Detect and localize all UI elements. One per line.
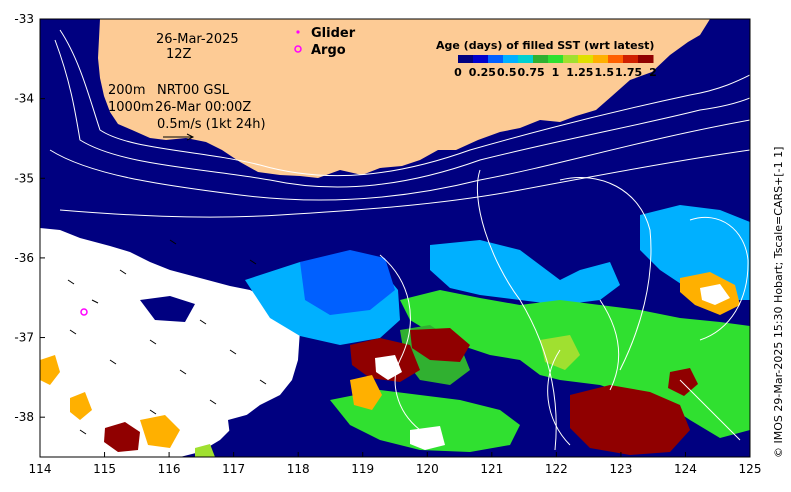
- sst-patch-cyan-2: [430, 240, 620, 305]
- glider-legend-label: Glider: [311, 26, 356, 41]
- colorbar-tick-label: 0.75: [518, 66, 545, 79]
- sst-patch-navy-1: [140, 296, 195, 322]
- colorbar-swatch: [533, 55, 549, 63]
- product-label: NRT00 GSL: [157, 83, 230, 98]
- colorbar-swatch: [608, 55, 624, 63]
- x-tick-label: 115: [93, 462, 116, 476]
- x-tick-label: 119: [351, 462, 374, 476]
- argo-legend-label: Argo: [311, 43, 346, 58]
- plot-frame: [39, 18, 751, 458]
- colorbar-swatch: [548, 55, 564, 63]
- colorbar-tick-label: 1.25: [566, 66, 593, 79]
- colorbar: [458, 55, 654, 63]
- no-data-region: [40, 228, 300, 457]
- y-tick-label: -37: [14, 331, 34, 345]
- x-tick-label: 120: [416, 462, 439, 476]
- x-tick-label: 116: [158, 462, 181, 476]
- colorbar-tick-label: 1.5: [595, 66, 615, 79]
- colorbar-labels: 0 0.25 0.5 0.75 1 1.25 1.5 1.75 2: [454, 66, 657, 79]
- sst-patch-darkred-4: [104, 422, 140, 452]
- y-tick-label: -38: [14, 410, 34, 424]
- colorbar-swatch: [458, 55, 474, 63]
- colorbar-swatch: [638, 55, 654, 63]
- x-tick-label: 125: [739, 462, 762, 476]
- hour-label: 12Z: [166, 47, 192, 62]
- x-tick-label: 114: [29, 462, 52, 476]
- y-tick-label: -33: [14, 12, 34, 26]
- colorbar-swatch: [563, 55, 579, 63]
- x-tick-label: 123: [609, 462, 632, 476]
- colorbar-swatch: [593, 55, 609, 63]
- colorbar-tick-label: 0.5: [497, 66, 517, 79]
- x-axis: 114 115 116 117 118 119 120 121 122 123 124 125: [29, 452, 762, 476]
- x-tick-label: 118: [287, 462, 310, 476]
- sst-patch-orange-3: [40, 355, 60, 385]
- sst-patch-cyan-3: [640, 205, 750, 300]
- sst-patch-orange-5: [140, 415, 180, 448]
- date-label: 26-Mar-2025: [156, 32, 239, 47]
- y-tick-label: -34: [14, 92, 34, 106]
- colorbar-swatch: [473, 55, 489, 63]
- sst-patch-orange-4: [70, 392, 92, 420]
- argo-legend-icon: [294, 45, 302, 53]
- credit-text: © IMOS 29-Mar-2025 15:30 Hobart; Tscale=…: [772, 147, 785, 458]
- current-arrows: [67, 239, 267, 435]
- product-time-label: 26-Mar 00:00Z: [155, 100, 251, 115]
- no-data-hole-3: [410, 426, 445, 450]
- sst-patch-darkred-1: [570, 385, 690, 455]
- sst-patch-navy-2: [228, 414, 262, 440]
- colorbar-swatch: [578, 55, 594, 63]
- colorbar-tick-label: 0: [454, 66, 462, 79]
- arrow-scale-icon: [163, 133, 195, 141]
- y-tick-label: -35: [14, 171, 34, 185]
- x-tick-label: 122: [545, 462, 568, 476]
- colorbar-tick-label: 0.25: [469, 66, 496, 79]
- contour-lines: [49, 29, 750, 451]
- no-data-hole-1: [700, 284, 730, 305]
- colorbar-swatch: [503, 55, 519, 63]
- map-plot-area: [40, 19, 750, 457]
- x-tick-label: 124: [674, 462, 697, 476]
- sst-patch-lime: [540, 335, 580, 370]
- colorbar-tick-label: 1: [552, 66, 560, 79]
- x-tick-label: 117: [222, 462, 245, 476]
- sst-patch-green-2: [330, 390, 520, 452]
- colorbar-tick-label: 2: [649, 66, 657, 79]
- colorbar-swatch: [518, 55, 534, 63]
- arrow-scale-label: 0.5m/s (1kt 24h): [157, 117, 266, 132]
- x-tick-label: 121: [480, 462, 503, 476]
- colorbar-swatch: [623, 55, 639, 63]
- colorbar-title: Age (days) of filled SST (wrt latest): [436, 39, 654, 52]
- sst-patch-darkred-5: [668, 368, 698, 396]
- sst-patch-darkred-3: [410, 328, 470, 362]
- sst-patch-orange-2: [350, 375, 382, 410]
- depth-1000-label: 1000m: [108, 100, 154, 115]
- y-axis: -33 -34 -35 -36 -37 -38: [14, 12, 45, 424]
- depth-200-label: 200m: [108, 83, 145, 98]
- colorbar-swatch: [488, 55, 504, 63]
- sst-patch-blue-1: [300, 250, 395, 315]
- argo-float-marker: [80, 308, 88, 316]
- y-tick-label: -36: [14, 251, 34, 265]
- sst-patch-lime-2: [195, 444, 215, 457]
- glider-legend-icon: [296, 30, 300, 34]
- colorbar-tick-label: 1.75: [615, 66, 642, 79]
